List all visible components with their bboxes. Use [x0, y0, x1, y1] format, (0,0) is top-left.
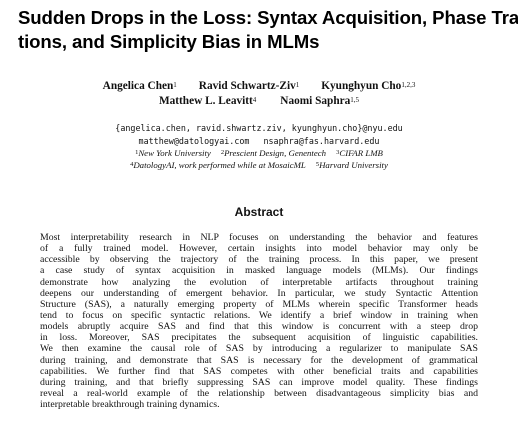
abstract-body: Most interpretability research in NLP fo…: [40, 232, 478, 410]
abstract-line: capabilities. We further find that SAS c…: [40, 365, 478, 377]
email-address: matthew@datologyai.com: [138, 136, 250, 146]
abstract-heading: Abstract: [234, 205, 284, 219]
abstract-line: demonstrate how analyzing the evolution …: [40, 276, 478, 288]
affiliation-line: 4DatologyAI, work performed while at Mos…: [0, 160, 518, 171]
abstract-line: reveal a real-world example of the relat…: [40, 387, 478, 399]
abstract-line: tend to focus on specific syntactic rela…: [40, 309, 478, 321]
author-name: Angelica Chen1: [102, 80, 177, 92]
abstract-line: in loss. Moreover, SAS precipitates the …: [40, 332, 478, 344]
email-address: nsaphra@fas.harvard.edu: [263, 136, 380, 146]
affiliation: 1New York University: [135, 148, 211, 158]
abstract-line: during training, and demonstrate that SA…: [40, 354, 478, 366]
abstract-line: during training, and that briefly suppre…: [40, 376, 478, 388]
title-line: Sudden Drops in the Loss: Syntax Acquisi…: [18, 7, 518, 28]
author-affiliation-marker: 1: [295, 81, 300, 89]
affiliation: 5Harvard University: [315, 160, 388, 170]
author-name: Matthew L. Leavitt4: [158, 95, 257, 107]
abstract-line: models abruptly acquire SAS and find tha…: [40, 321, 478, 333]
author-affiliation-marker: 1,5: [350, 96, 360, 104]
author-name: Ravid Schwartz-Ziv1: [198, 80, 300, 92]
author-affiliation-marker: 1,2,3: [401, 81, 416, 89]
email-line: matthew@datologyai.com nsaphra@fas.harvar…: [0, 136, 518, 147]
author-name: Naomi Saphra1,5: [280, 95, 360, 107]
abstract-line: Structure (SAS), a naturally emerging pr…: [40, 298, 478, 310]
abstract-line: a case study of syntax acquisition in ma…: [40, 265, 478, 277]
affiliation: 4DatologyAI, work performed while at Mos…: [130, 160, 306, 170]
author-name: Kyunghyun Cho1,2,3: [321, 80, 416, 92]
author-affiliation-marker: 4: [252, 96, 257, 104]
abstract-line: Most interpretability research in NLP fo…: [40, 232, 478, 243]
author-row: Matthew L. Leavitt4 Naomi Saphra1,5: [0, 95, 518, 108]
abstract-line: deepens our understanding of emergent be…: [40, 287, 478, 299]
affiliation-line: 1New York University 2Prescient Design, G…: [0, 148, 518, 159]
affiliation: 3CIFAR LMB: [336, 148, 383, 158]
abstract-line: We then examine the causal role of SAS b…: [40, 343, 478, 355]
abstract-line: of a fully trained model. However, certa…: [40, 243, 478, 255]
affiliation: 2Prescient Design, Genentech: [220, 148, 327, 158]
author-row: Angelica Chen1 Ravid Schwartz-Ziv1 Kyunghy…: [0, 80, 518, 93]
abstract-line: interpretable breakthrough training dyna…: [40, 399, 220, 411]
email-line: {angelica.chen, ravid.shwartz.ziv, kyung…: [0, 123, 518, 134]
author-affiliation-marker: 1: [173, 81, 177, 89]
paper-title: Sudden Drops in the Loss: Syntax Acquisi…: [18, 6, 518, 54]
title-line: tions, and Simplicity Bias in MLMs: [18, 31, 320, 52]
email-group: {angelica.chen, ravid.shwartz.ziv, kyung…: [115, 123, 403, 133]
abstract-line: accessible by observing the trajectory o…: [40, 254, 478, 266]
